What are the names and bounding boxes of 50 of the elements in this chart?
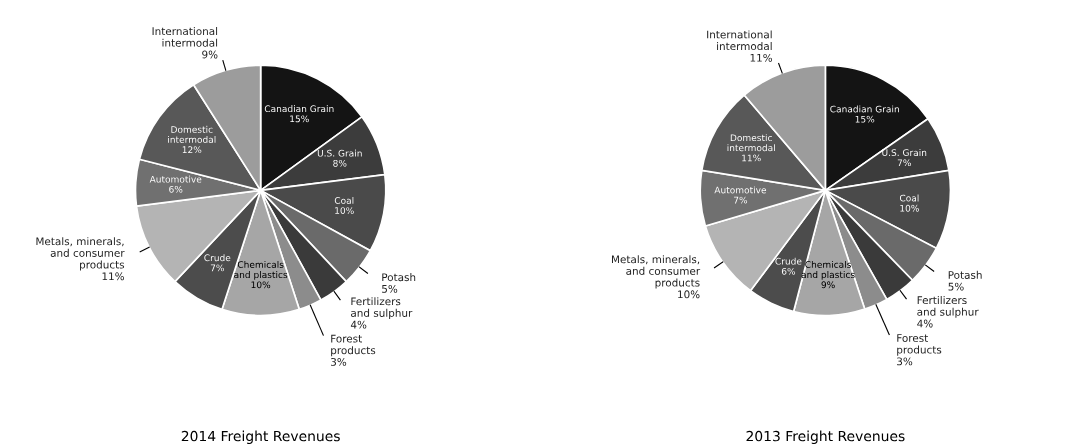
data-label: 3% bbox=[331, 357, 347, 366]
data-label: 3% bbox=[897, 357, 913, 366]
slice-label: Chemicals and plastics bbox=[234, 261, 288, 280]
slice-label: Potash bbox=[948, 270, 982, 279]
data-label: 11% bbox=[750, 53, 773, 62]
slice-label: International intermodal bbox=[707, 30, 772, 51]
data-label: 6% bbox=[169, 185, 183, 193]
data-label: 10% bbox=[251, 281, 271, 289]
slice-label: Forest products bbox=[897, 334, 942, 356]
data-label: 5% bbox=[382, 284, 398, 293]
slice-label: International intermodal bbox=[152, 27, 218, 47]
data-label: 12% bbox=[182, 146, 202, 154]
data-label: 4% bbox=[917, 319, 933, 328]
slice-label: Chemicals and plastics bbox=[801, 260, 855, 280]
data-label: 15% bbox=[855, 115, 875, 123]
slice-label: Forest products bbox=[331, 334, 376, 357]
data-label: 11% bbox=[102, 272, 125, 281]
data-label: 5% bbox=[948, 282, 964, 291]
data-label: 10% bbox=[678, 290, 700, 299]
text: 2013 Freight Revenues bbox=[746, 430, 905, 445]
slice-label: Canadian Grain bbox=[264, 105, 334, 113]
data-label: 10% bbox=[900, 204, 919, 212]
slice-label: Fertilizers and sulphur bbox=[917, 296, 979, 318]
data-label: 8% bbox=[333, 159, 347, 167]
slice-label: Potash bbox=[382, 273, 416, 282]
slice-label: Fertilizers and sulphur bbox=[351, 297, 413, 319]
slice-label: Automotive bbox=[149, 175, 202, 183]
data-label: 9% bbox=[202, 50, 218, 59]
slice-label: Crude bbox=[204, 254, 231, 262]
text: 2014 Freight Revenues bbox=[181, 430, 340, 445]
slice-label: Metals, minerals, and consumer products bbox=[36, 237, 125, 271]
slice-label: Canadian Grain bbox=[830, 105, 899, 113]
slice-label: Crude bbox=[775, 257, 802, 265]
slice-label: Metals, minerals, and consumer products bbox=[612, 255, 701, 289]
data-label: 10% bbox=[335, 207, 354, 214]
data-label: 9% bbox=[821, 281, 835, 289]
data-label: 11% bbox=[742, 154, 761, 162]
slice-label: Domestic intermodal bbox=[168, 125, 216, 143]
slice-label: Coal bbox=[334, 196, 354, 204]
data-label: 7% bbox=[210, 264, 224, 272]
slice-label: Automotive bbox=[714, 186, 767, 194]
slice-label: U.S. Grain bbox=[882, 149, 927, 156]
data-label: 4% bbox=[350, 320, 367, 329]
slice-label: Coal bbox=[899, 194, 919, 202]
data-label: 7% bbox=[897, 159, 911, 167]
slice-label: Domestic intermodal bbox=[727, 134, 775, 152]
data-label: 15% bbox=[290, 115, 309, 123]
data-label: 6% bbox=[781, 267, 796, 275]
data-label: 7% bbox=[734, 196, 748, 204]
slice-label: U.S. Grain bbox=[317, 149, 362, 157]
